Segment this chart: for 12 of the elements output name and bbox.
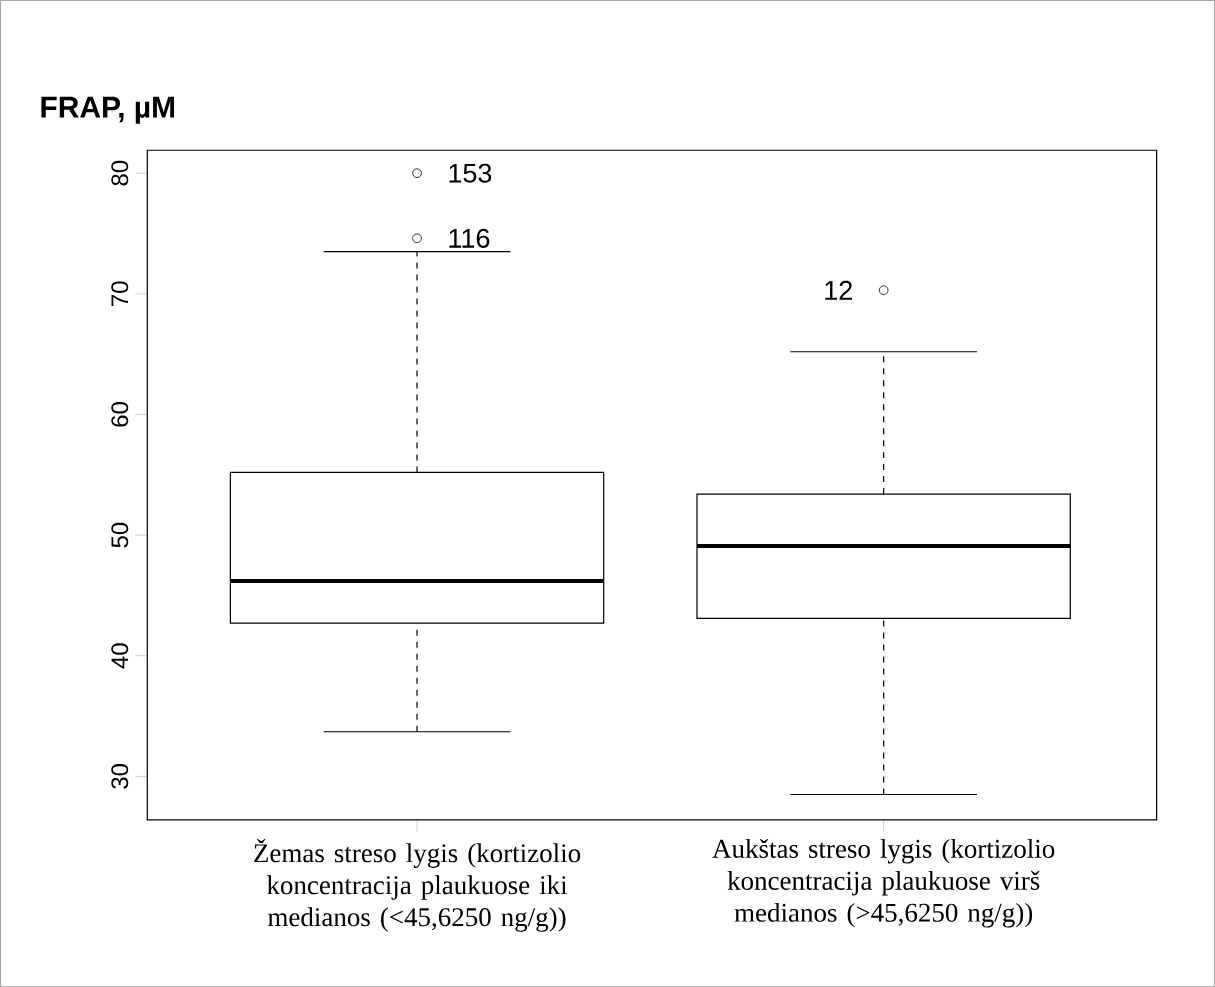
annotation: 153 xyxy=(449,163,492,183)
annotation: 116 xyxy=(449,228,490,248)
y-tick-label: 70 xyxy=(111,281,129,306)
chart-title: FRAP, µM xyxy=(41,96,175,124)
annotation: 12 xyxy=(825,280,852,300)
y-tick-label: 30 xyxy=(111,763,129,789)
y-tick-label: 40 xyxy=(111,643,129,669)
y-tick-label: 50 xyxy=(111,522,129,548)
x-tick-label: Aukštas streso lygis (kortizolio koncentracija plaukuose virš medianos (>45,6250 ng/g)) xyxy=(712,838,1055,928)
y-tick-label: 80 xyxy=(111,160,129,186)
x-tick-label: Žemas streso lygis (kortizolio koncentracija plaukuose iki medianos (<45,6250 ng/g)) xyxy=(254,838,581,932)
y-tick-label: 60 xyxy=(111,402,129,427)
